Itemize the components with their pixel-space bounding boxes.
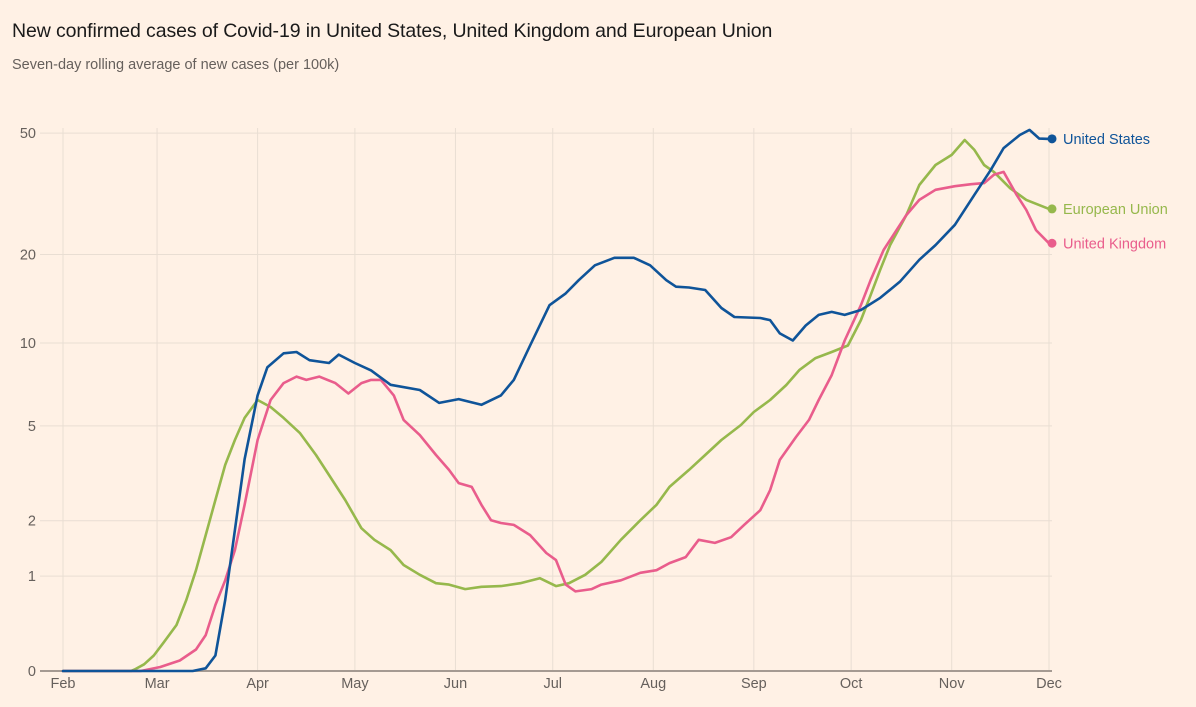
x-tick-label: Jul xyxy=(543,676,562,692)
legend-label-united-states: United States xyxy=(1063,132,1150,148)
series-line-united-kingdom xyxy=(61,170,1051,673)
y-tick-label: 10 xyxy=(20,336,36,352)
series-lines xyxy=(61,128,1051,673)
y-axis-labels: 0 1 2 5 10 20 50 xyxy=(20,126,36,680)
y-gridlines xyxy=(40,132,1052,577)
x-tick-label: Feb xyxy=(51,676,76,692)
x-tick-label: Dec xyxy=(1036,676,1062,692)
x-tick-label: Mar xyxy=(145,676,170,692)
y-tick-label: 0 xyxy=(28,664,36,680)
end-marker-european-union xyxy=(1047,204,1057,214)
chart-title: New confirmed cases of Covid-19 in Unite… xyxy=(12,20,773,42)
chart-subtitle: Seven-day rolling average of new cases (… xyxy=(12,57,340,73)
x-tick-label: Oct xyxy=(840,676,863,692)
legend-label-european-union: European Union xyxy=(1063,202,1168,218)
series-line-european-union xyxy=(61,138,1051,673)
end-marker-united-kingdom xyxy=(1047,238,1057,248)
series-line-united-states xyxy=(61,128,1051,673)
x-tick-label: Apr xyxy=(246,676,269,692)
y-tick-label: 20 xyxy=(20,248,36,264)
y-tick-label: 1 xyxy=(28,569,36,585)
x-tick-label: May xyxy=(341,676,369,692)
y-tick-label: 2 xyxy=(28,514,36,530)
y-tick-label: 5 xyxy=(28,419,36,435)
y-tick-label: 50 xyxy=(20,126,36,142)
legend-label-united-kingdom: United Kingdom xyxy=(1063,236,1166,252)
x-tick-label: Aug xyxy=(640,676,666,692)
end-marker-united-states xyxy=(1047,134,1057,144)
x-tick-label: Sep xyxy=(741,676,767,692)
x-tick-label: Nov xyxy=(939,676,966,692)
x-axis-labels: Feb Mar Apr May Jun Jul Aug Sep Oct Nov Dec xyxy=(51,676,1062,692)
x-gridlines xyxy=(62,128,1050,671)
legend: United States European Union United Kingdo… xyxy=(1047,132,1168,252)
x-tick-label: Jun xyxy=(444,676,467,692)
